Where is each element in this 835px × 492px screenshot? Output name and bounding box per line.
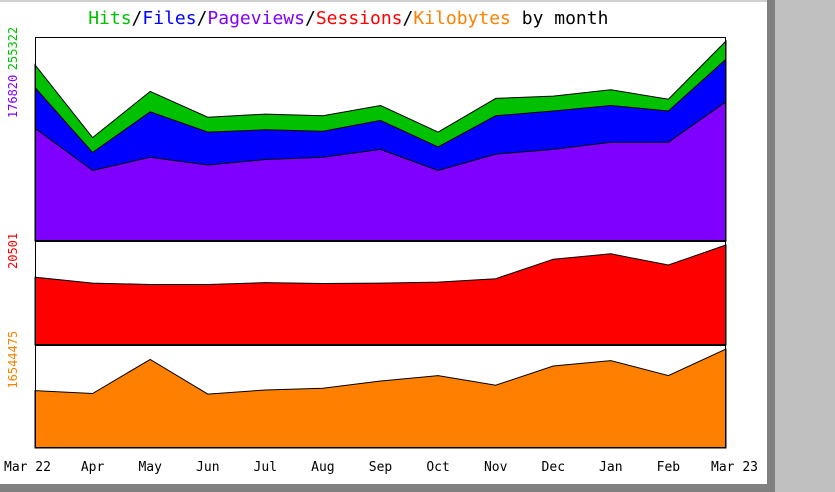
y-tick-label-traffic-1: 176820 (6, 75, 20, 118)
title-sep-1: / (132, 8, 143, 29)
panel-kilobytes: 16544475 (6, 331, 727, 449)
y-tick-label-sessions-0: 20501 (6, 233, 20, 269)
x-tick-label: Apr (81, 460, 105, 475)
series-area-kilobytes (34, 348, 727, 449)
frame-bottom-border (0, 484, 775, 492)
title-pageviews: Pageviews (207, 8, 305, 29)
x-tick-label: Jan (599, 460, 622, 475)
title-sessions: Sessions (316, 8, 403, 29)
panel-traffic: 255322 176820 (6, 27, 727, 242)
x-tick-label: Feb (657, 460, 681, 475)
chart-title: Hits/Files/Pageviews/Sessions/Kilobytes … (34, 8, 641, 29)
x-axis: Mar 22 Apr May Jun Jul Aug Sep Oct Nov Dec Jan Feb M… (4, 460, 758, 475)
x-tick-label: Dec (542, 460, 565, 475)
title-sep-3: / (305, 8, 316, 29)
title-sep-4: / (403, 8, 414, 29)
title-kilobytes: Kilobytes (413, 8, 511, 29)
x-tick-label: May (138, 460, 162, 475)
frame-right-border (767, 0, 835, 492)
x-tick-label: Sep (369, 460, 393, 475)
x-tick-label: Jun (196, 460, 219, 475)
panel-sessions: 20501 (6, 233, 727, 346)
x-tick-label: Mar 22 (4, 460, 51, 475)
x-tick-label: Nov (484, 460, 508, 475)
y-tick-label-traffic-0: 255322 (6, 27, 20, 70)
x-tick-label: Jul (254, 460, 277, 475)
x-tick-label: Oct (426, 460, 449, 475)
frame-right-shadow (767, 0, 775, 492)
y-tick-label-kilobytes-0: 16544475 (6, 331, 20, 389)
title-hits: Hits (88, 8, 131, 29)
panel-border (35, 37, 726, 241)
x-tick-label: Aug (311, 460, 334, 475)
panel-border (35, 241, 726, 345)
title-sep-2: / (197, 8, 208, 29)
frame-top-edge (0, 0, 835, 2)
panel-border (35, 345, 726, 448)
title-files: Files (142, 8, 196, 29)
title-suffix: by month (511, 8, 609, 29)
x-tick-label: Mar 23 (711, 460, 758, 475)
series-area-sessions (34, 244, 727, 346)
chart-panels: 255322 176820 20501 16544475 (6, 27, 727, 449)
series-area-pageviews (34, 100, 727, 242)
